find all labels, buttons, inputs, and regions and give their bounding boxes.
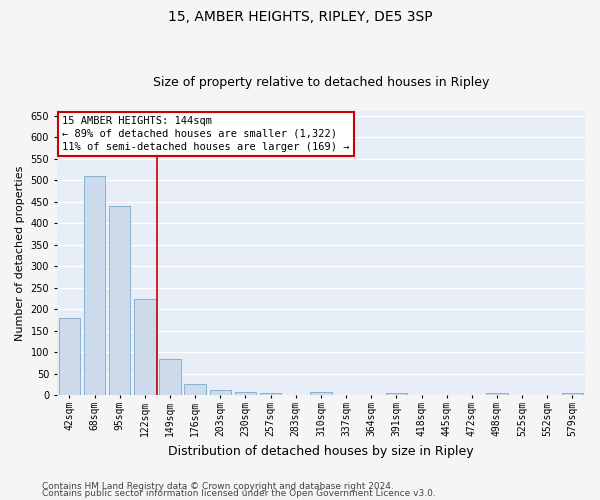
Text: 15, AMBER HEIGHTS, RIPLEY, DE5 3SP: 15, AMBER HEIGHTS, RIPLEY, DE5 3SP bbox=[167, 10, 433, 24]
Text: Contains HM Land Registry data © Crown copyright and database right 2024.: Contains HM Land Registry data © Crown c… bbox=[42, 482, 394, 491]
Bar bbox=[59, 318, 80, 396]
Bar bbox=[134, 298, 155, 396]
Text: Contains public sector information licensed under the Open Government Licence v3: Contains public sector information licen… bbox=[42, 490, 436, 498]
X-axis label: Distribution of detached houses by size in Ripley: Distribution of detached houses by size … bbox=[168, 444, 474, 458]
Bar bbox=[160, 359, 181, 396]
Title: Size of property relative to detached houses in Ripley: Size of property relative to detached ho… bbox=[153, 76, 489, 90]
Bar bbox=[184, 384, 206, 396]
Bar bbox=[209, 390, 231, 396]
Bar bbox=[84, 176, 105, 396]
Bar bbox=[260, 393, 281, 396]
Bar bbox=[109, 206, 130, 396]
Bar bbox=[235, 392, 256, 396]
Bar bbox=[486, 393, 508, 396]
Y-axis label: Number of detached properties: Number of detached properties bbox=[15, 166, 25, 341]
Bar bbox=[386, 393, 407, 396]
Bar bbox=[285, 394, 307, 396]
Text: 15 AMBER HEIGHTS: 144sqm
← 89% of detached houses are smaller (1,322)
11% of sem: 15 AMBER HEIGHTS: 144sqm ← 89% of detach… bbox=[62, 116, 350, 152]
Bar bbox=[562, 393, 583, 396]
Bar bbox=[310, 392, 332, 396]
